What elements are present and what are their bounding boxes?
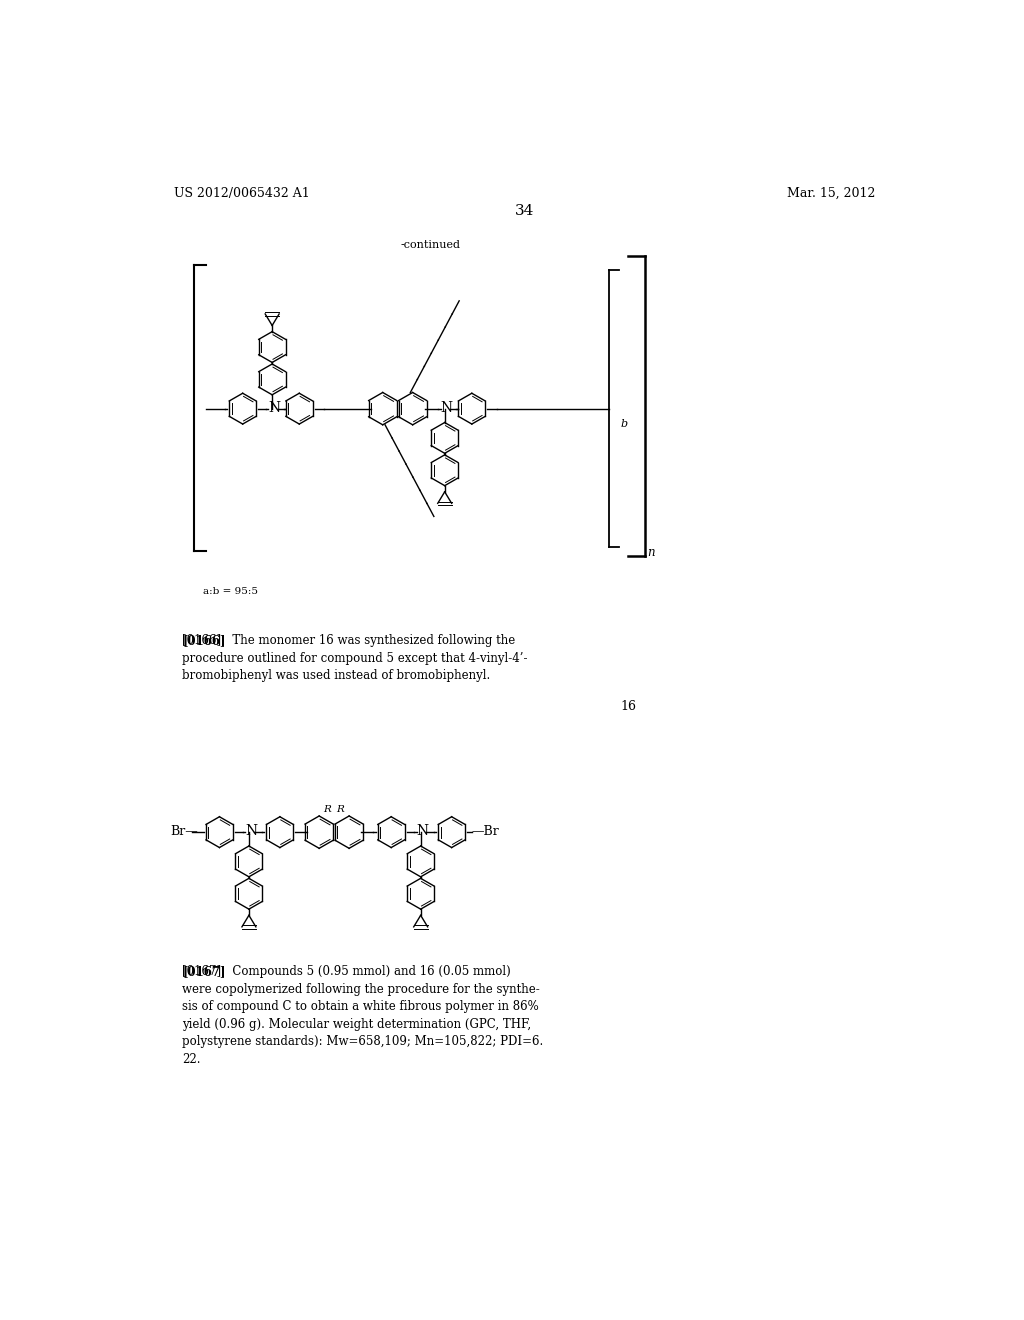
Text: Mar. 15, 2012: Mar. 15, 2012 <box>786 186 876 199</box>
Text: [0167]: [0167] <box>182 965 225 978</box>
Text: 16: 16 <box>621 700 636 713</box>
Text: N: N <box>245 825 257 838</box>
Text: N: N <box>440 401 453 414</box>
Text: N: N <box>268 401 281 414</box>
Text: a:b = 95:5: a:b = 95:5 <box>203 587 258 597</box>
Text: [0166]   The monomer 16 was synthesized following the
procedure outlined for com: [0166] The monomer 16 was synthesized fo… <box>182 635 527 682</box>
Text: 34: 34 <box>515 203 535 218</box>
Text: US 2012/0065432 A1: US 2012/0065432 A1 <box>174 186 310 199</box>
Text: -continued: -continued <box>400 240 460 249</box>
Text: Br—: Br— <box>171 825 199 838</box>
Text: n: n <box>647 546 655 560</box>
Text: [0166]: [0166] <box>182 635 225 647</box>
Text: R: R <box>324 805 331 813</box>
Text: N: N <box>417 825 429 838</box>
Text: R: R <box>336 805 344 813</box>
Text: b: b <box>621 418 628 429</box>
Text: [0167]   Compounds 5 (0.95 mmol) and 16 (0.05 mmol)
were copolymerized following: [0167] Compounds 5 (0.95 mmol) and 16 (0… <box>182 965 544 1065</box>
Text: —Br: —Br <box>472 825 500 838</box>
